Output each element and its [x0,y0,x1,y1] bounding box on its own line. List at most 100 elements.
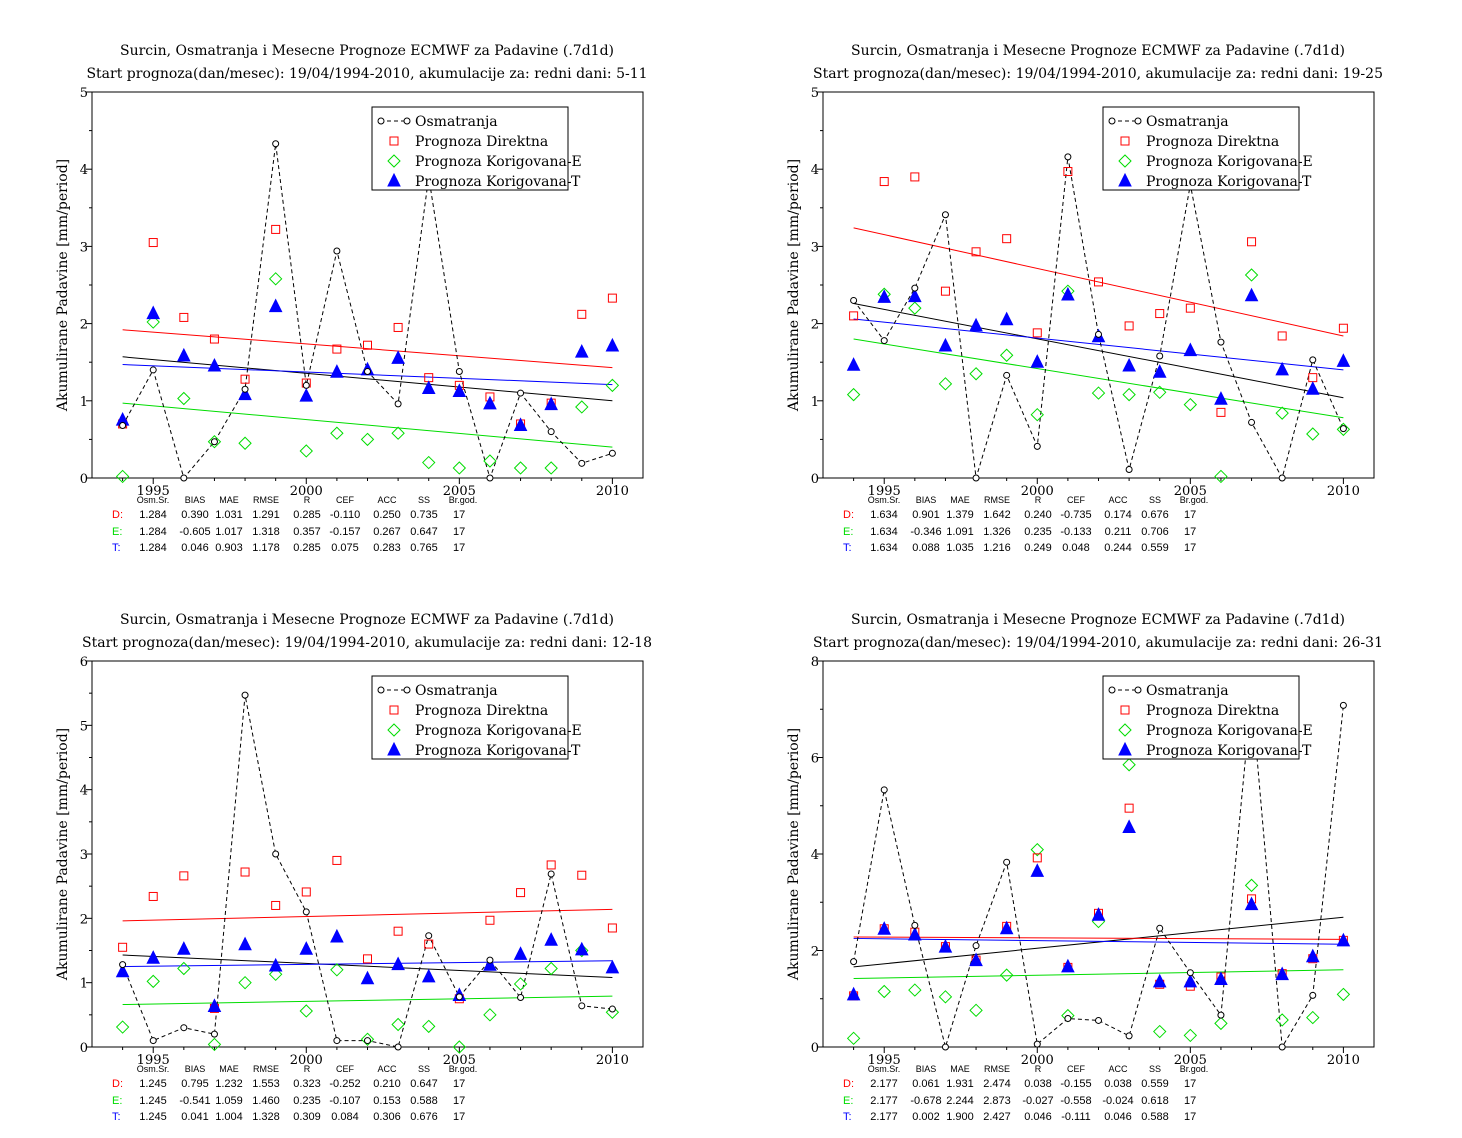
stats-value: 0.240 [1024,509,1052,521]
stats-header: SS [1149,495,1161,505]
point-korigovana-t [969,952,983,967]
legend-label: Prognoza Korigovana-T [415,174,581,190]
stats-header: RMSE [253,1064,279,1074]
stats-value: 0.038 [1104,1078,1132,1090]
trend-line-corrT [122,960,613,968]
point-osmatranja [1186,969,1194,977]
point-direktna [1155,309,1165,319]
x-tick-label: 2005 [1174,484,1207,499]
point-korigovana-t [1152,364,1167,378]
stats-row-label: E: [843,526,853,538]
legend-label: Prognoza Korigovana-T [1146,174,1312,190]
point-korigovana-e [1275,406,1289,420]
stats-value: 0.285 [293,509,321,521]
stats-value: 1.031 [215,509,243,521]
trend-line-corrE [122,995,613,1006]
y-tick-label: 2 [80,912,88,927]
stats-value: 1.318 [252,526,280,538]
point-osmatranja [1095,330,1102,338]
x-tick-label: 1995 [868,484,901,499]
y-tick-label: 0 [811,472,819,487]
stats-value: 0.267 [373,526,401,538]
stats-value: 17 [1184,1078,1196,1090]
stats-value: -0.678 [910,1095,941,1107]
point-korigovana-t [877,289,892,303]
x-tick-label: 2005 [1174,1053,1207,1068]
point-korigovana-t [846,357,861,371]
stats-value: -0.111 [1061,1111,1091,1123]
stats-value: 0.075 [331,542,359,554]
point-osmatranja [241,691,249,699]
stats-value: -0.155 [1060,1078,1091,1090]
point-korigovana-t [938,939,953,953]
trend-line-direct [853,227,1344,337]
stats-value: 17 [1184,542,1196,554]
y-tick-label: 0 [80,1041,88,1056]
point-korigovana-e [877,984,891,999]
y-tick-label: 5 [80,719,88,734]
stats-value: 17 [453,509,465,521]
point-korigovana-e [1183,1028,1198,1043]
point-direktna [1094,277,1103,287]
stats-header: R [1035,1064,1042,1074]
point-korigovana-t [146,950,161,964]
point-direktna [1247,237,1257,247]
stats-value: 1.091 [946,526,974,538]
stats-value: 17 [1184,526,1196,538]
point-korigovana-t [544,396,558,411]
stats-value: 0.210 [373,1078,401,1090]
point-direktna [607,923,617,933]
trend-line-corrE [853,338,1344,419]
point-osmatranja [455,367,463,375]
point-korigovana-t [207,998,222,1012]
point-korigovana-t [238,936,252,951]
point-korigovana-e [513,977,528,991]
legend-label: Osmatranja [415,683,498,699]
legend-label: Prognoza Direktna [1146,703,1279,719]
point-direktna [1185,303,1195,313]
point-korigovana-t [513,417,528,432]
stats-header: BIAS [916,1064,937,1074]
point-korigovana-e [483,454,497,468]
stats-value: -0.558 [1060,1095,1091,1107]
stats-header: CEF [1067,495,1086,505]
legend-marker-osmatranja [1108,117,1116,125]
chart-subtitle: Start prognoza(dan/mesec): 19/04/1994-20… [813,635,1383,651]
y-tick-label: 5 [80,86,88,101]
point-osmatranja [1248,418,1256,426]
x-tick-label: 2005 [443,484,476,499]
point-direktna [577,870,587,880]
point-korigovana-e [605,1005,620,1019]
stats-value: 17 [453,1111,465,1123]
y-tick-label: 0 [80,472,88,487]
stats-header: BIAS [185,1064,206,1074]
point-osmatranja [241,385,249,393]
legend-label: Prognoza Korigovana-E [415,154,582,170]
stats-value: -0.346 [910,526,941,538]
stats-value: 0.306 [373,1111,401,1123]
point-korigovana-t [1305,381,1320,395]
legend-marker-korigovana-e [1118,154,1132,168]
stats-value: 0.647 [410,1078,438,1090]
stats-value: 1.379 [946,509,974,521]
point-osmatranja [455,993,463,1001]
stats-value: 1.004 [215,1111,243,1123]
stats-value: 0.038 [1024,1078,1052,1090]
point-korigovana-t [177,941,191,955]
legend-marker-korigovana-t [1118,741,1132,756]
point-osmatranja [1125,466,1133,474]
stats-header: Osm.Sr. [137,495,170,505]
point-direktna [516,888,526,898]
x-tick-label: 1995 [137,484,170,499]
point-korigovana-t [207,357,222,372]
point-korigovana-e [1153,1024,1167,1039]
point-korigovana-t [268,957,283,972]
stats-header: R [304,1064,311,1074]
point-korigovana-t [452,383,467,398]
trend-line-corrT [853,937,1344,945]
point-korigovana-e [1244,268,1259,282]
point-korigovana-t [1336,353,1351,367]
trend-line-direct [122,908,613,922]
point-korigovana-e [908,983,922,997]
point-korigovana-e [238,436,252,450]
